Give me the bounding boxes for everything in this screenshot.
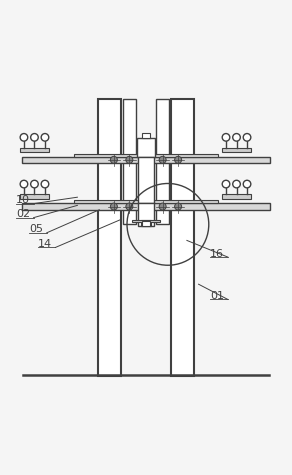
- Text: 10: 10: [16, 195, 30, 205]
- Bar: [74, 200, 218, 203]
- Bar: [138, 157, 154, 203]
- Circle shape: [243, 133, 251, 141]
- Bar: [171, 99, 194, 376]
- Circle shape: [222, 133, 230, 141]
- Text: 02: 02: [16, 209, 30, 219]
- Bar: [123, 99, 136, 224]
- Circle shape: [31, 133, 38, 141]
- Bar: [222, 194, 251, 199]
- Bar: [142, 220, 150, 226]
- Circle shape: [20, 180, 28, 188]
- Circle shape: [110, 156, 117, 163]
- Bar: [98, 99, 121, 376]
- Circle shape: [110, 203, 117, 210]
- Circle shape: [243, 180, 251, 188]
- Circle shape: [126, 203, 133, 210]
- Circle shape: [41, 180, 49, 188]
- Bar: [20, 194, 49, 199]
- Bar: [141, 220, 151, 226]
- Circle shape: [20, 133, 28, 141]
- Bar: [222, 148, 251, 152]
- Bar: [142, 133, 150, 138]
- Bar: [20, 148, 49, 152]
- Bar: [132, 220, 160, 222]
- Text: 05: 05: [29, 224, 43, 234]
- Bar: [22, 157, 270, 163]
- Bar: [22, 203, 270, 210]
- Text: 01: 01: [210, 291, 224, 301]
- Text: 16: 16: [210, 248, 224, 258]
- Circle shape: [159, 203, 166, 210]
- Circle shape: [41, 133, 49, 141]
- Text: 14: 14: [38, 239, 52, 249]
- Bar: [156, 99, 169, 224]
- Circle shape: [233, 133, 240, 141]
- Circle shape: [233, 180, 240, 188]
- Bar: [138, 203, 154, 226]
- Circle shape: [159, 156, 166, 163]
- Circle shape: [126, 156, 133, 163]
- Circle shape: [175, 203, 182, 210]
- Circle shape: [31, 180, 38, 188]
- Circle shape: [222, 180, 230, 188]
- Bar: [74, 154, 218, 157]
- Bar: [137, 138, 155, 157]
- Circle shape: [175, 156, 182, 163]
